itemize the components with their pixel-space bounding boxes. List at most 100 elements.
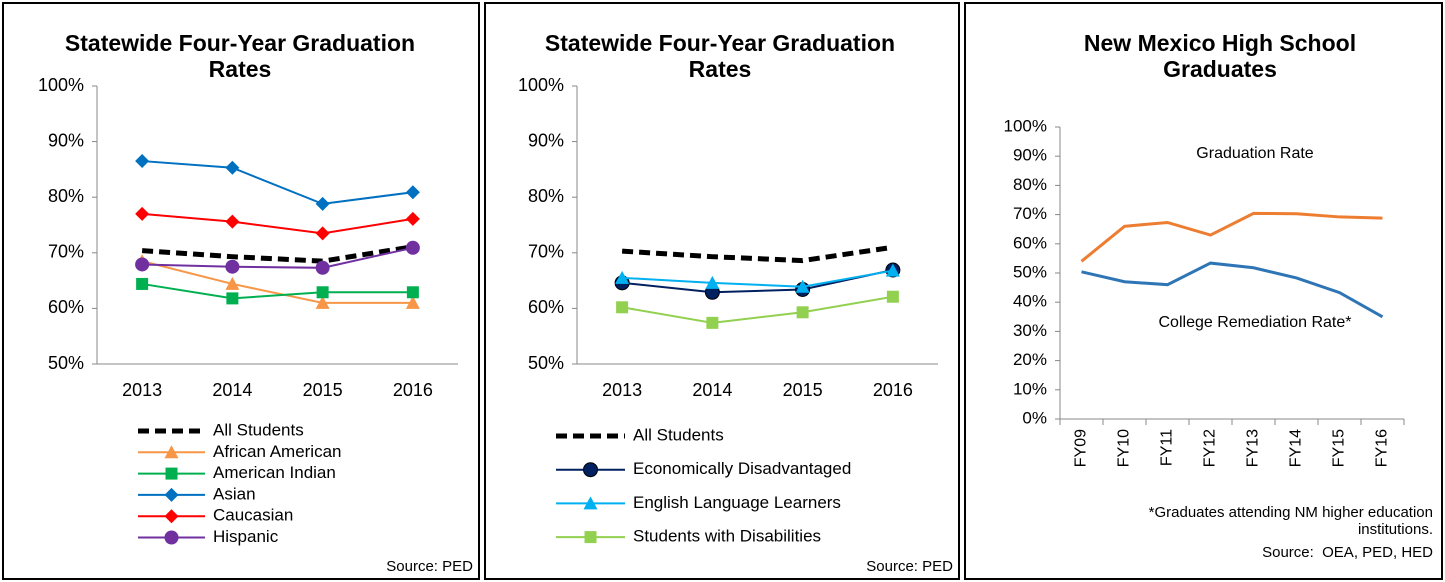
marker xyxy=(164,530,179,545)
marker xyxy=(165,467,178,480)
legend-label: All Students xyxy=(213,420,304,439)
marker xyxy=(315,196,330,211)
footnote: *Graduates attending NM higher education… xyxy=(1148,504,1433,539)
marker xyxy=(584,531,597,544)
x-tick-label: FY11 xyxy=(1159,429,1176,466)
x-tick-label: FY14 xyxy=(1288,429,1305,467)
series-line xyxy=(1080,211,1383,263)
marker xyxy=(164,445,179,459)
marker xyxy=(225,160,240,175)
legend-label: Students with Disabilities xyxy=(633,527,821,546)
y-tick-label: 60% xyxy=(48,297,84,317)
legend-label: All Students xyxy=(633,425,724,444)
legend-label: African American xyxy=(213,442,342,461)
x-tick-label: FY09 xyxy=(1073,429,1090,467)
marker xyxy=(135,154,150,169)
marker xyxy=(135,206,150,221)
marker xyxy=(706,316,719,329)
y-tick-label: 100% xyxy=(38,75,84,95)
marker xyxy=(583,462,598,478)
source: Source: PED xyxy=(866,558,953,575)
marker xyxy=(226,292,239,305)
marker xyxy=(705,275,720,289)
marker xyxy=(164,509,179,524)
marker xyxy=(225,259,240,274)
marker xyxy=(583,496,598,510)
y-tick-label: 50% xyxy=(1013,262,1047,281)
marker xyxy=(406,286,419,299)
source: Source: PED xyxy=(386,558,473,575)
series-label: Graduation Rate xyxy=(1196,145,1314,162)
legend-label: Asian xyxy=(213,484,256,503)
x-tick-label: 2013 xyxy=(122,380,162,400)
x-tick-label: 2015 xyxy=(783,380,823,400)
marker xyxy=(405,295,420,309)
series-label: College Remediation Rate* xyxy=(1158,314,1352,331)
y-tick-label: 70% xyxy=(1013,204,1047,223)
y-tick-label: 20% xyxy=(1013,350,1047,369)
marker xyxy=(796,306,809,319)
series-line xyxy=(621,295,894,324)
marker xyxy=(405,185,420,200)
source: Source: OEA, PED, HED xyxy=(1262,544,1433,561)
series-line xyxy=(141,244,414,264)
y-tick-label: 80% xyxy=(48,186,84,206)
marker xyxy=(136,277,149,290)
marker xyxy=(315,295,330,309)
y-tick-label: 90% xyxy=(1013,146,1047,165)
y-tick-label: 60% xyxy=(528,297,564,317)
legend-label: Hispanic xyxy=(213,527,279,546)
series-line xyxy=(1081,261,1384,319)
x-tick-label: FY15 xyxy=(1331,429,1348,467)
series-line xyxy=(142,246,414,269)
x-tick-label: FY16 xyxy=(1374,429,1391,467)
series-line xyxy=(621,244,894,264)
x-tick-label: 2015 xyxy=(303,380,343,400)
marker xyxy=(135,257,150,272)
marker xyxy=(316,286,329,299)
x-tick-label: FY13 xyxy=(1245,429,1262,467)
y-tick-label: 90% xyxy=(528,130,564,150)
panel-border xyxy=(2,2,480,580)
y-tick-label: 80% xyxy=(528,186,564,206)
marker xyxy=(885,263,900,277)
chart-title: Statewide Four-Year Graduation Rates xyxy=(64,30,416,83)
y-tick-label: 10% xyxy=(1013,379,1047,398)
marker xyxy=(615,270,630,284)
panel-border xyxy=(484,2,960,580)
x-tick-label: 2016 xyxy=(873,380,913,400)
series-line xyxy=(622,269,894,288)
series-line xyxy=(141,282,413,300)
legend-label: American Indian xyxy=(213,463,336,482)
x-tick-label: 2014 xyxy=(212,380,252,400)
y-tick-label: 90% xyxy=(48,130,84,150)
x-tick-label: FY10 xyxy=(1116,429,1133,467)
y-tick-label: 60% xyxy=(1013,233,1047,252)
legend-label: Caucasian xyxy=(213,506,293,525)
legend-label: Economically Disadvantaged xyxy=(633,459,851,478)
y-tick-label: 50% xyxy=(48,353,84,373)
legend-label: English Language Learners xyxy=(633,493,841,512)
marker xyxy=(886,290,899,303)
marker xyxy=(405,211,420,226)
marker xyxy=(315,260,330,275)
marker xyxy=(225,276,240,290)
marker xyxy=(164,487,179,502)
marker xyxy=(315,226,330,241)
series-line xyxy=(142,212,414,235)
x-tick-label: 2013 xyxy=(602,380,642,400)
x-tick-label: 2014 xyxy=(692,380,732,400)
y-tick-label: 0% xyxy=(1022,408,1047,427)
panel-border xyxy=(964,2,1443,580)
y-tick-label: 50% xyxy=(528,353,564,373)
series-line xyxy=(622,269,894,294)
x-tick-label: FY12 xyxy=(1202,429,1219,467)
y-tick-label: 100% xyxy=(518,75,564,95)
y-tick-label: 70% xyxy=(528,242,564,262)
series-line xyxy=(142,160,414,205)
series-line xyxy=(141,260,413,304)
y-tick-label: 40% xyxy=(1013,292,1047,311)
x-tick-label: 2016 xyxy=(393,380,433,400)
